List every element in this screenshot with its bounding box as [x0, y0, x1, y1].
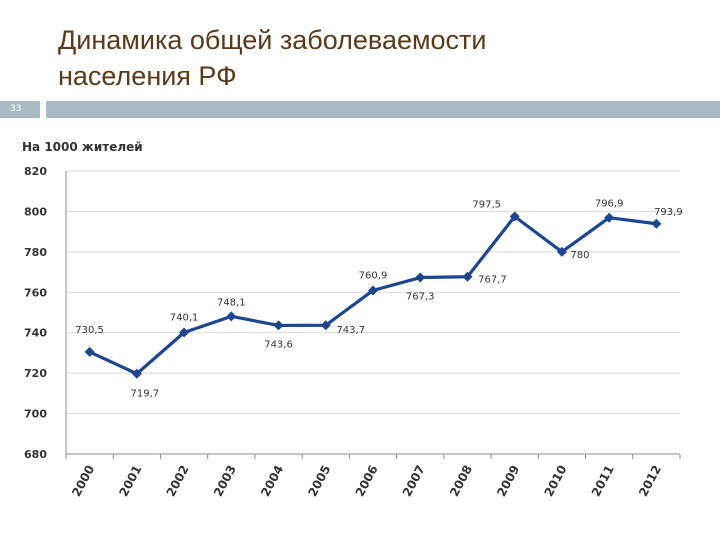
- data-label: 793,9: [654, 207, 683, 218]
- data-point: [273, 320, 284, 331]
- x-tick-label: 2001: [116, 463, 144, 499]
- data-label: 730,5: [75, 325, 104, 336]
- data-point: [179, 327, 190, 338]
- data-point: [509, 211, 520, 222]
- data-label: 719,7: [131, 389, 160, 400]
- x-tick-label: 2004: [258, 463, 286, 499]
- slide-title-line-2: населения РФ: [58, 61, 237, 91]
- y-tick-label: 800: [24, 205, 47, 218]
- data-point: [556, 246, 567, 257]
- gridlines: [65, 170, 681, 459]
- data-label: 743,7: [336, 325, 365, 336]
- y-tick-label: 740: [24, 327, 47, 340]
- data-label: 780: [570, 250, 589, 261]
- y-tick-label: 700: [24, 408, 47, 421]
- data-label: 760,9: [359, 270, 388, 281]
- data-point: [84, 346, 95, 357]
- y-tick-label: 680: [24, 448, 47, 461]
- x-tick-label: 2012: [636, 463, 664, 499]
- data-point: [462, 271, 473, 282]
- slide-title-line-1: Динамика общей заболеваемости: [58, 25, 487, 55]
- data-point: [226, 311, 237, 322]
- data-point: [131, 368, 142, 379]
- data-point: [651, 218, 662, 229]
- x-tick-label: 2007: [400, 463, 428, 499]
- data-point: [368, 285, 378, 296]
- y-tick-label: 820: [24, 165, 47, 178]
- slide-number-band: [0, 101, 40, 118]
- data-label: 740,1: [170, 313, 199, 324]
- y-axis-title: На 1000 жителей: [22, 140, 143, 154]
- x-tick-labels: 2000 2001 2002 2003 2004 2005 2006 2007 2008 2009…: [69, 463, 664, 499]
- x-tick-label: 2008: [447, 463, 475, 499]
- x-tick-label: 2010: [542, 463, 570, 499]
- data-label: 796,9: [595, 199, 624, 210]
- data-label: 743,6: [264, 339, 293, 350]
- data-label: 797,5: [472, 199, 501, 210]
- data-point: [604, 212, 615, 223]
- x-tick-label: 2000: [69, 463, 97, 499]
- data-point: [415, 272, 426, 283]
- y-tick-labels: 680 700 720 740 760 780 800 820: [24, 165, 47, 461]
- slide-number: 33: [10, 104, 22, 114]
- x-tick-label: 2006: [353, 463, 381, 499]
- data-label: 767,3: [406, 292, 435, 303]
- series-layer: 730,5 719,7 740,1 748,1 743,6 743,7 760,9 767,3…: [75, 199, 682, 400]
- data-label: 767,7: [478, 275, 507, 286]
- slide-title: Динамика общей заболеваемости населения …: [58, 22, 698, 94]
- x-tick-label: 2002: [164, 463, 192, 499]
- y-tick-label: 720: [24, 367, 47, 380]
- x-tick-label: 2011: [589, 463, 617, 499]
- x-tick-label: 2009: [494, 463, 522, 499]
- x-tick-label: 2005: [305, 463, 333, 499]
- data-point: [320, 320, 331, 331]
- y-tick-label: 760: [24, 286, 47, 299]
- x-tick-label: 2003: [211, 463, 239, 499]
- title-divider-band: [46, 101, 720, 118]
- data-label: 748,1: [217, 297, 246, 308]
- y-tick-label: 780: [24, 246, 47, 259]
